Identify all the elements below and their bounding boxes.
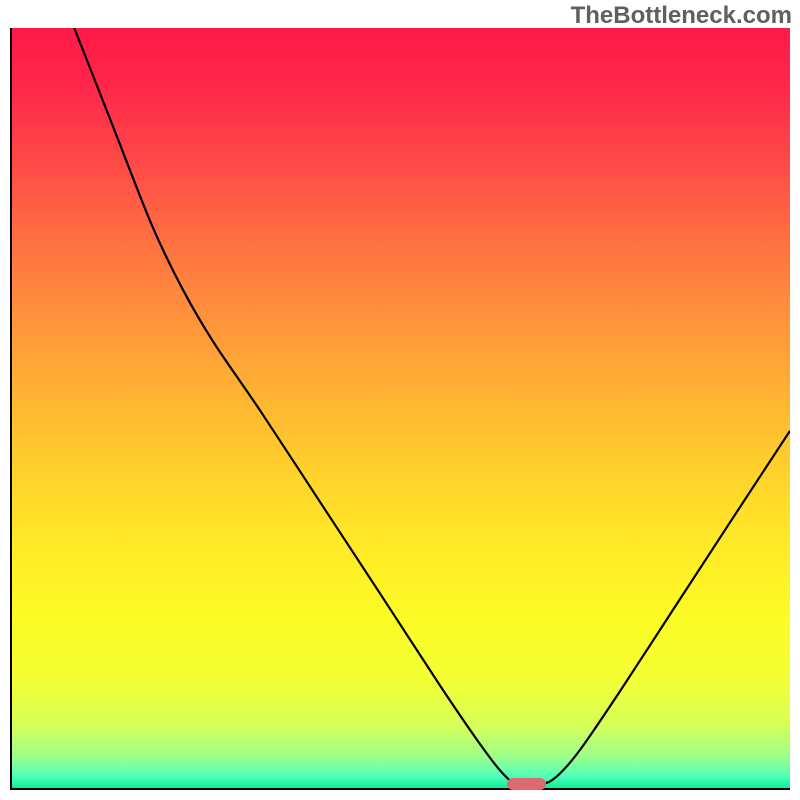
watermark-text: TheBottleneck.com [571, 2, 792, 30]
bottleneck-chart [10, 28, 790, 790]
optimal-marker [507, 778, 546, 790]
bottleneck-curve [12, 28, 790, 788]
